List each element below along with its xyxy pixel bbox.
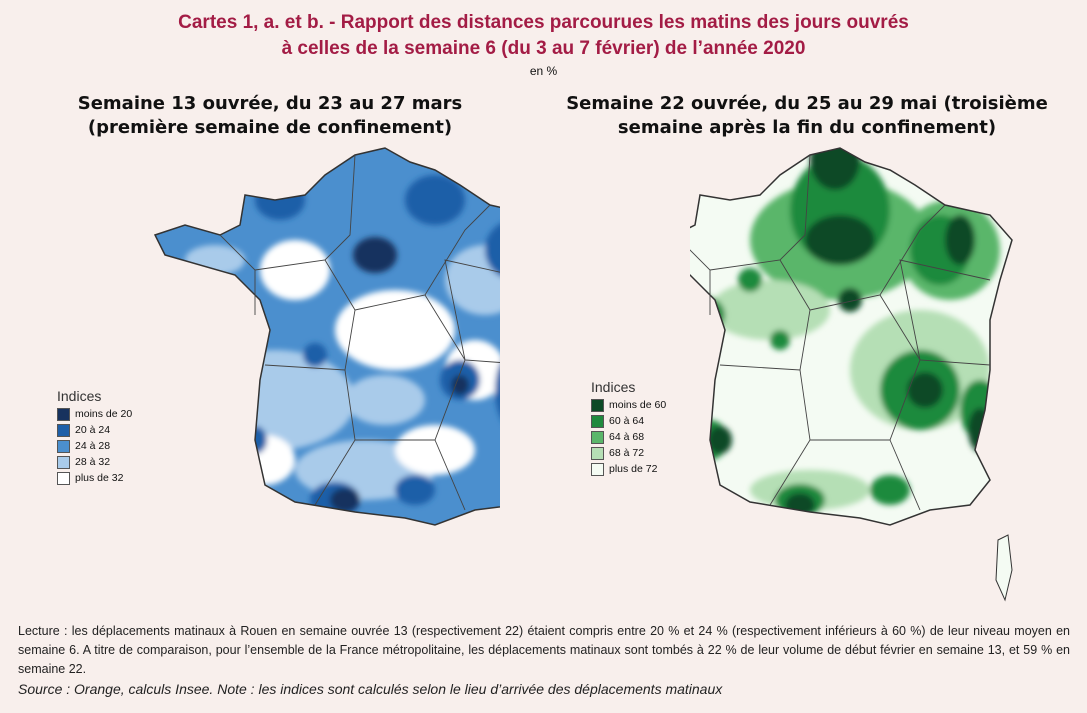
map-a-legend-swatch <box>57 439 70 453</box>
map-a-title-line-2: (première semaine de confinement) <box>87 117 453 138</box>
map-b-legend-swatch <box>591 430 604 444</box>
map-a-legend-item: 28 à 32 <box>57 454 132 470</box>
map-a-legend-title: Indices <box>57 388 102 404</box>
map-b-legend-label: 68 à 72 <box>609 447 645 459</box>
source-note: Source : Orange, calculs Insee. Note : l… <box>18 681 723 697</box>
map-a-legend-swatch <box>57 455 70 469</box>
map-b-title-line-2: semaine après la fin du confinement) <box>617 117 997 138</box>
map-a-legend-label: 28 à 32 <box>75 456 111 468</box>
map-b-legend-label: 64 à 68 <box>609 431 645 443</box>
map-b-legend-label: plus de 72 <box>609 463 658 475</box>
map-b-legend-item: plus de 72 <box>591 461 666 477</box>
map-b-legend-title: Indices <box>591 379 636 395</box>
map-b-france <box>690 147 1013 602</box>
map-a-legend-swatch <box>57 423 70 437</box>
reading-note: Lecture : les déplacements matinaux à Ro… <box>18 624 1070 676</box>
map-b-legend-label: moins de 60 <box>609 399 667 411</box>
map-a-legend-swatch <box>57 471 70 485</box>
map-a-legend-item: 20 à 24 <box>57 422 132 438</box>
map-a-legend: Indices moins de 20 20 à 24 24 à 28 28 à 32… <box>57 388 132 486</box>
map-b-title: Semaine 22 ouvrée, du 25 au 29 mai (troi… <box>547 92 1067 140</box>
map-b-legend-item: moins de 60 <box>591 397 666 413</box>
map-b-legend-item: 60 à 64 <box>591 413 666 429</box>
map-a-legend-label: plus de 32 <box>75 472 124 484</box>
main-title: Cartes 1, a. et b. - Rapport des distanc… <box>0 10 1087 62</box>
map-a-legend-label: 24 à 28 <box>75 440 111 452</box>
map-a-title-line-1: Semaine 13 ouvrée, du 23 au 27 mars <box>77 93 463 114</box>
map-a-legend-item: 24 à 28 <box>57 438 132 454</box>
unit-label: en % <box>529 64 558 78</box>
map-a-title: Semaine 13 ouvrée, du 23 au 27 mars (pre… <box>10 92 530 140</box>
main-title-line-1: Cartes 1, a. et b. - Rapport des distanc… <box>178 12 909 33</box>
map-b-legend: Indices moins de 60 60 à 64 64 à 68 68 à 72… <box>591 379 666 477</box>
map-b-legend-item: 68 à 72 <box>591 445 666 461</box>
map-a-france <box>154 147 500 526</box>
map-a-legend-swatch <box>57 407 70 421</box>
map-a-legend-item: moins de 20 <box>57 406 132 422</box>
main-title-line-2: à celles de la semaine 6 (du 3 au 7 févr… <box>281 38 806 59</box>
map-b-legend-swatch <box>591 398 604 412</box>
map-b-legend-swatch <box>591 462 604 476</box>
map-b-legend-swatch <box>591 446 604 460</box>
map-b-legend-item: 64 à 68 <box>591 429 666 445</box>
map-b-title-line-1: Semaine 22 ouvrée, du 25 au 29 mai (troi… <box>566 93 1048 114</box>
map-a-legend-label: 20 à 24 <box>75 424 111 436</box>
map-b-legend-label: 60 à 64 <box>609 415 645 427</box>
map-b-legend-swatch <box>591 414 604 428</box>
map-a-legend-item: plus de 32 <box>57 470 132 486</box>
map-a-legend-label: moins de 20 <box>75 408 133 420</box>
